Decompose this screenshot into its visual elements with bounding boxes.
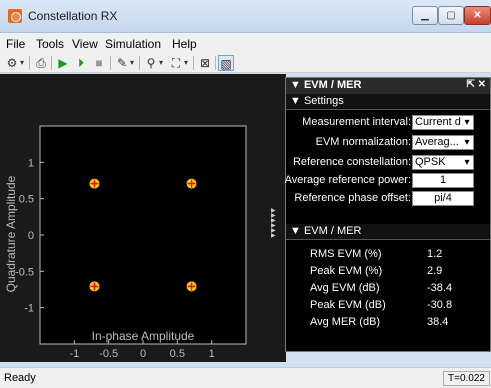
window-title: Constellation RX bbox=[28, 9, 118, 23]
x-tick-label: 0 bbox=[140, 348, 146, 360]
reference-phase-offset-label: Reference phase offset: bbox=[294, 192, 411, 204]
status-text: Ready bbox=[4, 372, 36, 384]
run-icon[interactable]: ▶ bbox=[58, 56, 68, 70]
menu-file[interactable]: File bbox=[6, 37, 26, 51]
average-reference-power-field[interactable]: 1 bbox=[412, 173, 474, 188]
measurement-interval-select[interactable]: Current di: bbox=[412, 115, 474, 130]
menu-bar: File Tools View Simulation Help bbox=[0, 33, 491, 53]
y-tick-label: 0 bbox=[28, 230, 34, 242]
constellation-plot-area: -1 -0.5 0 0.5 1 1 0.5 0 -0.5 -1 In-phase Amplitud… bbox=[0, 74, 280, 362]
y-tick-label: 0.5 bbox=[19, 194, 34, 206]
menu-help[interactable]: Help bbox=[172, 37, 197, 51]
status-bar: Ready T=0.022 bbox=[0, 367, 491, 388]
panel-title: ▼ EVM / MER bbox=[290, 79, 362, 91]
menu-tools[interactable]: Tools bbox=[36, 37, 65, 51]
evm-normalization-select[interactable]: Averag... bbox=[412, 135, 474, 150]
y-tick-label: 1 bbox=[28, 157, 34, 169]
close-button[interactable]: ✕ bbox=[464, 6, 491, 25]
y-tick-label: -1 bbox=[24, 303, 34, 315]
panel-toggle-icon[interactable]: ▧ bbox=[218, 55, 234, 71]
stop-icon[interactable]: ■ bbox=[95, 56, 103, 70]
maximize-button[interactable]: ▢ bbox=[438, 6, 464, 25]
menu-view[interactable]: View bbox=[72, 37, 98, 51]
avg-evm-db-value: -38.4 bbox=[427, 282, 453, 294]
x-tick-label: -1 bbox=[69, 348, 79, 360]
y-tick-label: -0.5 bbox=[15, 266, 34, 278]
toolbar-separator bbox=[110, 56, 111, 70]
y-axis-label: Quadrature Amplitude bbox=[4, 175, 18, 292]
app-icon bbox=[8, 9, 22, 23]
rms-evm-percent-label: RMS EVM (%) bbox=[310, 248, 382, 260]
peak-evm-db-value: -30.8 bbox=[427, 299, 453, 311]
splitter-grip-icon[interactable]: ▶ ▶ ▶ ▶ ▶ ▶ bbox=[271, 208, 276, 239]
panel-undock-close-icon[interactable]: ⇱ ✕ bbox=[466, 79, 486, 90]
peak-evm-percent-label: Peak EVM (%) bbox=[310, 265, 383, 277]
average-reference-power-label: Average reference power: bbox=[284, 174, 411, 186]
toolbar: ⚙ ▾ ⎙ ▶ ⏵ ■ ✎ ▾ ⚲ ▾ ⛶ ▾ ⊠ ▧ bbox=[0, 53, 491, 73]
measure-icon[interactable]: ⊠ bbox=[199, 56, 211, 70]
reference-constellation-label: Reference constellation: bbox=[292, 156, 411, 168]
measurement-interval-label: Measurement interval: bbox=[302, 116, 411, 128]
reference-constellation-select[interactable]: QPSK bbox=[412, 155, 474, 170]
print-icon[interactable]: ⎙ bbox=[36, 56, 46, 70]
zoom-in-icon[interactable]: ⚲ bbox=[146, 56, 156, 70]
evm-normalization-label: EVM normalization: bbox=[315, 136, 411, 148]
step-forward-icon[interactable]: ⏵ bbox=[77, 56, 84, 70]
rms-evm-percent-value: 1.2 bbox=[427, 248, 443, 260]
menu-simulation[interactable]: Simulation bbox=[105, 37, 162, 51]
peak-evm-percent-value: 2.9 bbox=[427, 265, 443, 277]
minimize-button[interactable]: ▁ bbox=[412, 6, 438, 25]
peak-evm-db-label: Peak EVM (dB) bbox=[310, 299, 386, 311]
panel-header[interactable]: ▼ EVM / MER ⇱ ✕ bbox=[286, 78, 490, 94]
highlight-icon[interactable]: ✎ bbox=[116, 56, 128, 70]
plot-axes-box bbox=[39, 125, 247, 345]
toolbar-separator bbox=[215, 56, 216, 70]
chevron-down-icon[interactable]: ▾ bbox=[129, 58, 134, 67]
x-tick-label: 0.5 bbox=[170, 348, 185, 360]
toolbar-separator bbox=[51, 56, 52, 70]
fit-icon[interactable]: ⛶ bbox=[171, 56, 181, 70]
simulation-time: T=0.022 bbox=[443, 371, 490, 386]
settings-section-header[interactable]: ▼ Settings bbox=[286, 94, 490, 110]
title-bar: Constellation RX ▁ ▢ ✕ bbox=[0, 0, 491, 33]
x-tick-label: 1 bbox=[209, 348, 215, 360]
chevron-down-icon[interactable]: ▾ bbox=[19, 58, 24, 67]
evm-mer-panel: ▼ EVM / MER ⇱ ✕ ▼ Settings Measurement i… bbox=[285, 77, 491, 352]
avg-mer-db-value: 38.4 bbox=[427, 316, 449, 328]
splitter[interactable] bbox=[280, 74, 286, 362]
reference-phase-offset-field[interactable]: pi/4 bbox=[412, 191, 474, 206]
toolbar-separator bbox=[139, 56, 140, 70]
constellation-chart: -1 -0.5 0 0.5 1 1 0.5 0 -0.5 -1 In-phase Amplitud… bbox=[4, 125, 247, 360]
avg-mer-db-label: Avg MER (dB) bbox=[310, 316, 381, 328]
toolbar-separator bbox=[29, 56, 30, 70]
chevron-down-icon[interactable]: ▾ bbox=[158, 58, 163, 67]
gear-icon[interactable]: ⚙ bbox=[6, 56, 18, 70]
x-axis-label: In-phase Amplitude bbox=[92, 329, 195, 343]
toolbar-separator bbox=[193, 56, 194, 70]
avg-evm-db-label: Avg EVM (dB) bbox=[310, 282, 380, 294]
x-tick-label: -0.5 bbox=[99, 348, 118, 360]
evm-mer-section-header[interactable]: ▼ EVM / MER bbox=[286, 224, 490, 240]
chevron-down-icon[interactable]: ▾ bbox=[183, 58, 188, 67]
